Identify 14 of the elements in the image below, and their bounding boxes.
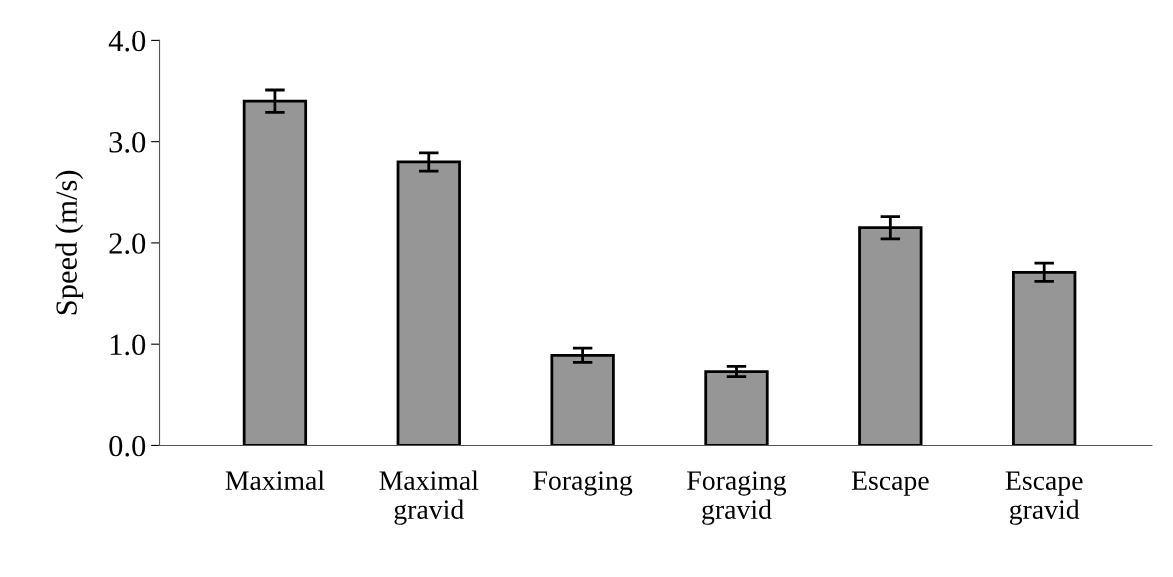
x-tick-label: Foraging [533,471,633,496]
x-tick-label: Escape gravid [1005,471,1083,525]
x-tick-label: Maximal gravid [379,470,479,525]
x-tick-label: Escape [851,471,929,496]
y-axis-title: Speed (m/s) [55,170,84,315]
y-tick-label: 2.0 [109,233,146,254]
x-tick-label: Maximal [225,470,325,490]
y-tick-label: 4.0 [108,30,146,52]
y-tick-label: 1.0 [110,334,146,356]
bar [704,370,769,446]
x-tick-label: Foraging gravid [687,471,787,525]
bar [550,353,615,446]
y-tick-label: 3.0 [109,131,146,153]
y-tick-label: 0.0 [109,435,146,457]
